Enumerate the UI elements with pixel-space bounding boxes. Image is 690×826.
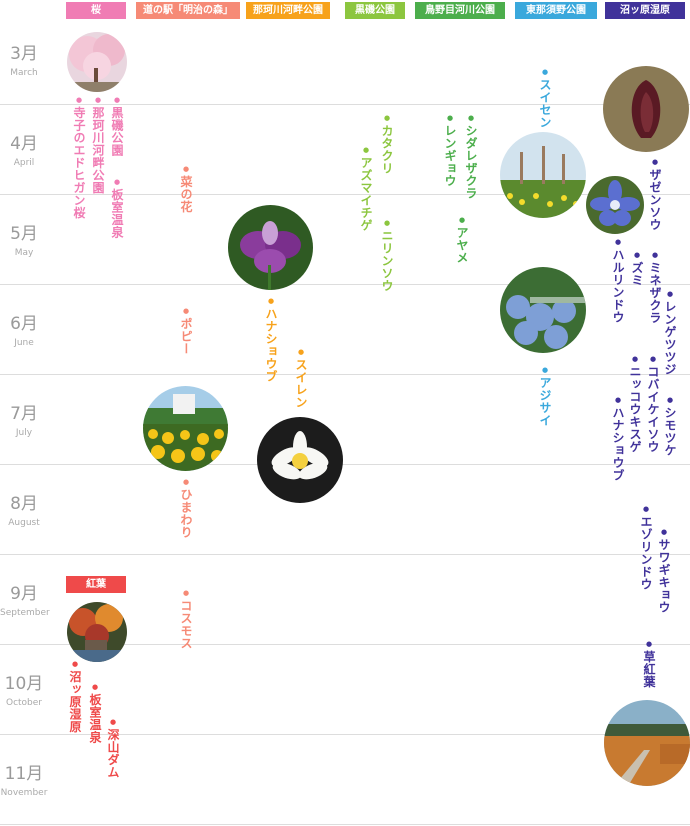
flower-label: 那珂川河畔公園	[91, 96, 105, 195]
month-september: 9月 September	[0, 584, 50, 619]
sakura-photo	[67, 32, 127, 92]
month-label-jp: 9月	[10, 584, 38, 604]
flower-label: ミネザクラ	[648, 251, 662, 325]
flower-label: レンギョウ	[443, 114, 457, 188]
month-label-jp: 8月	[10, 494, 38, 514]
flower-label: アズマイチゲ	[359, 146, 373, 232]
autumn-label: 深山ダム	[106, 718, 120, 779]
month-label-jp: 10月	[4, 674, 44, 694]
flower-label: 板室温泉	[110, 178, 124, 239]
month-label-en: June	[14, 338, 34, 348]
flower-label: ハナショウブ	[611, 396, 625, 482]
row-divider	[0, 284, 690, 285]
header-kuroiso-park: 黒磯公園	[345, 2, 405, 19]
flower-label: ニッコウキスゲ	[628, 355, 642, 454]
month-label-en: September	[0, 608, 50, 618]
flower-label: 寺子のエドヒガン桜	[72, 96, 86, 220]
autumn-maple-photo	[67, 602, 127, 662]
flower-label: ひまわり	[179, 478, 193, 539]
flower-label: コスモス	[179, 589, 193, 650]
month-label-en: November	[0, 788, 48, 798]
flower-label: シダレザクラ	[464, 114, 478, 200]
autumn-label: 板室温泉	[88, 683, 102, 744]
grass-marsh-photo	[604, 700, 690, 786]
flower-label: 菜の花	[179, 165, 193, 214]
month-november: 11月 November	[0, 764, 48, 799]
flower-label: ズミ	[630, 251, 644, 287]
month-october: 10月 October	[0, 674, 48, 709]
header-autumn-leaves: 紅葉	[66, 576, 126, 593]
flower-label: ポピー	[179, 307, 193, 356]
flower-label: シモツケ	[663, 396, 677, 457]
month-label-en: October	[5, 698, 43, 708]
flower-label: サワギキョウ	[657, 528, 671, 614]
flower-label: コバイケイソウ	[646, 355, 660, 454]
flower-label: スイセン	[538, 68, 552, 129]
header-higashinasuno-park: 東那須野公園	[515, 2, 597, 19]
month-label-en: April	[13, 158, 35, 168]
month-march: 3月 March	[0, 44, 48, 79]
month-label-jp: 6月	[10, 314, 38, 334]
month-label-en: March	[10, 68, 38, 78]
row-divider	[0, 374, 690, 375]
header-torinome-park: 鳥野目河川公園	[415, 2, 505, 19]
flower-label: アジサイ	[538, 366, 552, 427]
hydrangea-photo	[500, 267, 586, 353]
month-july: 7月 July	[0, 404, 48, 439]
flower-label: ハルリンドウ	[611, 238, 625, 324]
month-label-en: July	[15, 428, 33, 438]
flower-label: 黒磯公園	[110, 96, 124, 157]
tree-daffodil-photo	[500, 132, 586, 218]
row-divider	[0, 104, 690, 105]
header-sakura: 桜	[66, 2, 126, 19]
water-lily-photo	[257, 417, 343, 503]
row-divider	[0, 824, 690, 825]
row-divider	[0, 194, 690, 195]
flower-label: エゾリンドウ	[639, 505, 653, 591]
header-numappara: 沼ッ原湿原	[605, 2, 685, 19]
month-june: 6月 June	[0, 314, 48, 349]
month-may: 5月 May	[0, 224, 48, 259]
gentian-photo	[586, 176, 644, 234]
flower-label: 草紅葉	[642, 640, 656, 689]
month-label-jp: 4月	[10, 134, 38, 154]
header-michinoeki-meiji: 道の駅「明治の森」	[136, 2, 240, 19]
flower-label: ニリンソウ	[380, 219, 394, 293]
month-august: 8月 August	[0, 494, 48, 529]
month-label-en: May	[14, 248, 34, 258]
flower-label: レンゲツツジ	[663, 290, 677, 376]
month-label-jp: 3月	[10, 44, 38, 64]
sunflower-photo	[143, 386, 228, 471]
month-label-jp: 5月	[10, 224, 38, 244]
flower-label: ザゼンソウ	[648, 158, 662, 232]
month-label-jp: 7月	[10, 404, 38, 424]
month-label-en: August	[8, 518, 40, 528]
flower-label: スイレン	[294, 348, 308, 409]
month-april: 4月 April	[0, 134, 48, 169]
row-divider	[0, 734, 690, 735]
row-divider	[0, 554, 690, 555]
iris-photo	[228, 205, 313, 290]
row-divider	[0, 644, 690, 645]
row-divider	[0, 464, 690, 465]
skunk-cabbage-photo	[603, 66, 689, 152]
flower-label: ハナショウブ	[264, 297, 278, 383]
flower-label: カタクリ	[380, 114, 394, 175]
month-label-jp: 11月	[4, 764, 44, 784]
autumn-label: 沼ッ原湿原	[68, 660, 82, 734]
header-nakagawa-park: 那珂川河畔公園	[246, 2, 330, 19]
flower-label: アヤメ	[455, 216, 469, 265]
